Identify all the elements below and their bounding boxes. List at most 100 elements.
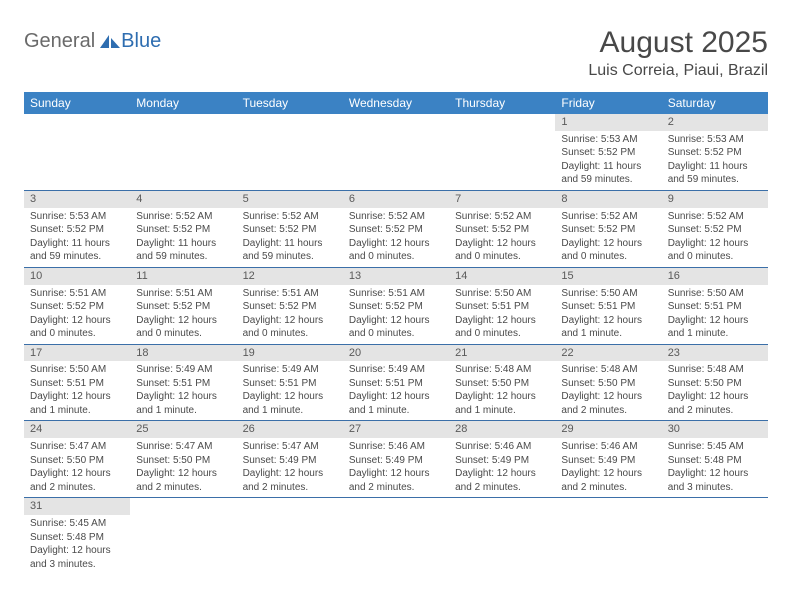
title-block: August 2025 Luis Correia, Piaui, Brazil xyxy=(588,26,768,80)
day-body: Sunrise: 5:46 AMSunset: 5:49 PMDaylight:… xyxy=(449,438,555,497)
calendar-cell xyxy=(24,114,130,190)
calendar-cell xyxy=(662,498,768,574)
day-body: Sunrise: 5:52 AMSunset: 5:52 PMDaylight:… xyxy=(662,208,768,267)
weekday-header-row: Sunday Monday Tuesday Wednesday Thursday… xyxy=(24,92,768,114)
day-body: Sunrise: 5:50 AMSunset: 5:51 PMDaylight:… xyxy=(24,361,130,420)
day-body: Sunrise: 5:45 AMSunset: 5:48 PMDaylight:… xyxy=(24,515,130,574)
sunset-text: Sunset: 5:52 PM xyxy=(668,223,762,237)
day-number: 17 xyxy=(24,345,130,362)
calendar-cell: 25Sunrise: 5:47 AMSunset: 5:50 PMDayligh… xyxy=(130,421,236,498)
day-body: Sunrise: 5:48 AMSunset: 5:50 PMDaylight:… xyxy=(449,361,555,420)
calendar-cell: 4Sunrise: 5:52 AMSunset: 5:52 PMDaylight… xyxy=(130,190,236,267)
calendar-cell xyxy=(343,114,449,190)
sunset-text: Sunset: 5:52 PM xyxy=(349,223,443,237)
logo-word-blue: Blue xyxy=(121,30,161,53)
sunset-text: Sunset: 5:51 PM xyxy=(136,377,230,391)
daylight-text: Daylight: 11 hours and 59 minutes. xyxy=(136,237,230,264)
sunrise-text: Sunrise: 5:46 AM xyxy=(561,440,655,454)
daylight-text: Daylight: 12 hours and 0 minutes. xyxy=(30,314,124,341)
calendar-cell: 31Sunrise: 5:45 AMSunset: 5:48 PMDayligh… xyxy=(24,498,130,574)
daylight-text: Daylight: 12 hours and 0 minutes. xyxy=(349,237,443,264)
calendar-cell: 2Sunrise: 5:53 AMSunset: 5:52 PMDaylight… xyxy=(662,114,768,190)
calendar-cell: 12Sunrise: 5:51 AMSunset: 5:52 PMDayligh… xyxy=(237,267,343,344)
day-body: Sunrise: 5:49 AMSunset: 5:51 PMDaylight:… xyxy=(237,361,343,420)
daylight-text: Daylight: 12 hours and 1 minute. xyxy=(136,390,230,417)
day-number: 9 xyxy=(662,191,768,208)
sunset-text: Sunset: 5:50 PM xyxy=(561,377,655,391)
day-body: Sunrise: 5:52 AMSunset: 5:52 PMDaylight:… xyxy=(449,208,555,267)
calendar-cell: 17Sunrise: 5:50 AMSunset: 5:51 PMDayligh… xyxy=(24,344,130,421)
day-body: Sunrise: 5:52 AMSunset: 5:52 PMDaylight:… xyxy=(343,208,449,267)
sunrise-text: Sunrise: 5:48 AM xyxy=(455,363,549,377)
sunrise-text: Sunrise: 5:45 AM xyxy=(30,517,124,531)
day-body: Sunrise: 5:47 AMSunset: 5:49 PMDaylight:… xyxy=(237,438,343,497)
sunset-text: Sunset: 5:52 PM xyxy=(561,223,655,237)
calendar-cell: 22Sunrise: 5:48 AMSunset: 5:50 PMDayligh… xyxy=(555,344,661,421)
weekday-header: Thursday xyxy=(449,92,555,114)
calendar-cell: 28Sunrise: 5:46 AMSunset: 5:49 PMDayligh… xyxy=(449,421,555,498)
calendar-cell: 26Sunrise: 5:47 AMSunset: 5:49 PMDayligh… xyxy=(237,421,343,498)
day-number: 13 xyxy=(343,268,449,285)
sunrise-text: Sunrise: 5:50 AM xyxy=(668,287,762,301)
calendar-row: 1Sunrise: 5:53 AMSunset: 5:52 PMDaylight… xyxy=(24,114,768,190)
sunrise-text: Sunrise: 5:51 AM xyxy=(349,287,443,301)
sunrise-text: Sunrise: 5:49 AM xyxy=(349,363,443,377)
day-body: Sunrise: 5:48 AMSunset: 5:50 PMDaylight:… xyxy=(555,361,661,420)
sunrise-text: Sunrise: 5:53 AM xyxy=(561,133,655,147)
calendar-cell: 13Sunrise: 5:51 AMSunset: 5:52 PMDayligh… xyxy=(343,267,449,344)
daylight-text: Daylight: 12 hours and 1 minute. xyxy=(561,314,655,341)
calendar-cell: 7Sunrise: 5:52 AMSunset: 5:52 PMDaylight… xyxy=(449,190,555,267)
day-body: Sunrise: 5:52 AMSunset: 5:52 PMDaylight:… xyxy=(130,208,236,267)
calendar-row: 10Sunrise: 5:51 AMSunset: 5:52 PMDayligh… xyxy=(24,267,768,344)
sunset-text: Sunset: 5:50 PM xyxy=(668,377,762,391)
weekday-header: Monday xyxy=(130,92,236,114)
sunset-text: Sunset: 5:49 PM xyxy=(561,454,655,468)
day-number: 18 xyxy=(130,345,236,362)
daylight-text: Daylight: 12 hours and 1 minute. xyxy=(668,314,762,341)
daylight-text: Daylight: 12 hours and 0 minutes. xyxy=(668,237,762,264)
daylight-text: Daylight: 12 hours and 2 minutes. xyxy=(349,467,443,494)
daylight-text: Daylight: 12 hours and 2 minutes. xyxy=(243,467,337,494)
daylight-text: Daylight: 12 hours and 2 minutes. xyxy=(30,467,124,494)
logo-word-general: General xyxy=(24,30,95,53)
sunrise-text: Sunrise: 5:52 AM xyxy=(349,210,443,224)
day-number: 27 xyxy=(343,421,449,438)
sunrise-text: Sunrise: 5:47 AM xyxy=(136,440,230,454)
calendar-cell xyxy=(130,498,236,574)
calendar-cell xyxy=(237,114,343,190)
sunset-text: Sunset: 5:52 PM xyxy=(243,300,337,314)
page-title: August 2025 xyxy=(588,26,768,60)
sunrise-text: Sunrise: 5:46 AM xyxy=(455,440,549,454)
sunrise-text: Sunrise: 5:46 AM xyxy=(349,440,443,454)
daylight-text: Daylight: 12 hours and 0 minutes. xyxy=(455,314,549,341)
daylight-text: Daylight: 12 hours and 0 minutes. xyxy=(243,314,337,341)
day-number: 1 xyxy=(555,114,661,131)
header: General Blue August 2025 Luis Correia, P… xyxy=(24,26,768,80)
sunrise-text: Sunrise: 5:52 AM xyxy=(455,210,549,224)
sunset-text: Sunset: 5:50 PM xyxy=(136,454,230,468)
daylight-text: Daylight: 12 hours and 2 minutes. xyxy=(455,467,549,494)
daylight-text: Daylight: 12 hours and 1 minute. xyxy=(455,390,549,417)
weekday-header: Wednesday xyxy=(343,92,449,114)
day-body: Sunrise: 5:47 AMSunset: 5:50 PMDaylight:… xyxy=(24,438,130,497)
day-number: 21 xyxy=(449,345,555,362)
day-body: Sunrise: 5:51 AMSunset: 5:52 PMDaylight:… xyxy=(343,285,449,344)
sunrise-text: Sunrise: 5:52 AM xyxy=(561,210,655,224)
calendar-cell: 15Sunrise: 5:50 AMSunset: 5:51 PMDayligh… xyxy=(555,267,661,344)
day-number: 12 xyxy=(237,268,343,285)
calendar-cell: 14Sunrise: 5:50 AMSunset: 5:51 PMDayligh… xyxy=(449,267,555,344)
calendar-cell xyxy=(449,114,555,190)
day-number: 4 xyxy=(130,191,236,208)
sunset-text: Sunset: 5:52 PM xyxy=(136,223,230,237)
daylight-text: Daylight: 12 hours and 0 minutes. xyxy=(136,314,230,341)
day-number: 31 xyxy=(24,498,130,515)
day-body: Sunrise: 5:48 AMSunset: 5:50 PMDaylight:… xyxy=(662,361,768,420)
daylight-text: Daylight: 12 hours and 2 minutes. xyxy=(136,467,230,494)
daylight-text: Daylight: 12 hours and 1 minute. xyxy=(349,390,443,417)
day-body: Sunrise: 5:53 AMSunset: 5:52 PMDaylight:… xyxy=(555,131,661,190)
day-number: 26 xyxy=(237,421,343,438)
sunrise-text: Sunrise: 5:50 AM xyxy=(561,287,655,301)
daylight-text: Daylight: 12 hours and 3 minutes. xyxy=(30,544,124,571)
day-number: 19 xyxy=(237,345,343,362)
day-number: 8 xyxy=(555,191,661,208)
